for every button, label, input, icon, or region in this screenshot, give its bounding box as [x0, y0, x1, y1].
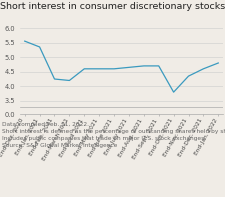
Text: Short interest in consumer discretionary stocks (%): Short interest in consumer discretionary…	[0, 2, 225, 11]
Text: Data compiled Feb. 11, 2022.
Short interest is defined as the percentage of outs: Data compiled Feb. 11, 2022. Short inter…	[2, 122, 225, 148]
